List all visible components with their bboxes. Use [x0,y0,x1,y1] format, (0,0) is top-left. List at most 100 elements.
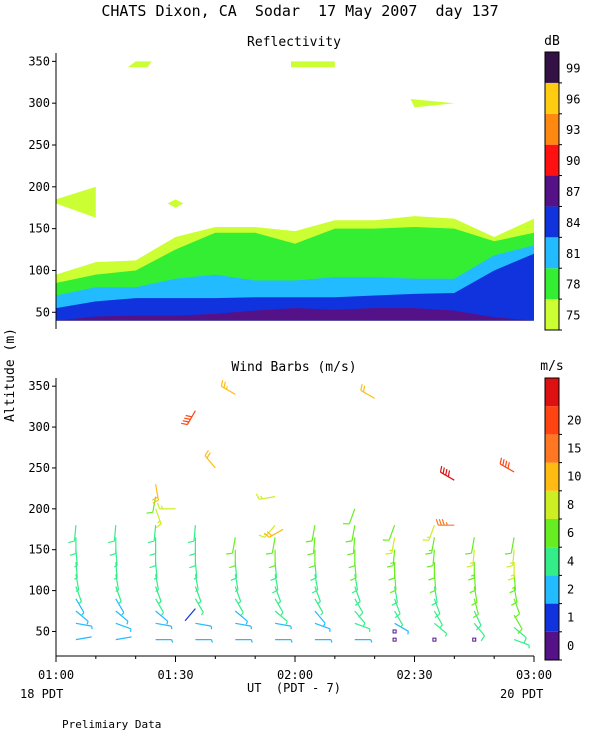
wind-barb [155,574,159,593]
barb-feather [426,565,434,568]
barb-shaft [195,622,212,627]
wind-barb [194,586,202,604]
barb-half-feather [510,574,515,577]
barb-shaft [75,636,92,641]
x-tick-label: 02:00 [277,668,313,682]
y-tick-label: 250 [28,138,50,152]
wind-barb [149,537,157,556]
wind-barb [314,610,326,627]
barb-half-feather [400,624,404,628]
barb-shaft [113,525,117,542]
barb-feather [499,457,503,465]
wind-barb [234,574,239,593]
colorbar-label: 1 [567,611,574,625]
wind-barb [235,622,253,630]
barb-shaft [351,525,356,542]
wind-barb [354,598,364,618]
barb-shaft [115,561,118,578]
wind-barb [394,610,404,628]
y-tick-label: 150 [28,222,50,236]
wind-barb [314,598,324,616]
barb-feather [469,589,476,594]
wind-barb [428,562,435,581]
colorbar-segment [545,490,559,519]
barb-half-feather [153,577,158,580]
x-tick-label: 01:30 [157,668,193,682]
wind-barb [394,622,409,635]
colorbar-label: 81 [566,247,580,261]
wind-barb [195,622,213,630]
barb-half-feather [509,562,514,564]
colorbar-segment [545,406,559,435]
wind-barb [264,528,284,538]
barb-half-feather [195,589,199,593]
y-tick-label: 300 [28,420,50,434]
wind-barb [354,610,366,627]
colorbar-label: 90 [566,154,580,168]
wind-barb [506,549,515,568]
barb-half-feather [317,601,321,604]
barb-feather [187,540,195,544]
barb-shaft [274,586,282,602]
y-tick-label: 100 [28,584,50,598]
wind-barb [115,610,129,625]
barb-half-feather [362,622,366,627]
barb-shaft [115,574,120,591]
wind-barb [155,586,162,604]
colorbar-segment [545,175,559,207]
barb-feather [425,552,432,555]
barb-half-feather [512,586,516,589]
barb-shaft [75,610,89,622]
barb-feather [184,417,191,420]
wind-colorbar-unit: m/s [540,359,563,374]
wind-barb [147,525,157,544]
wind-barb [265,537,276,555]
y-tick-label: 150 [28,543,50,557]
barb-feather [68,540,75,544]
barb-feather [431,601,438,606]
barb-feather [155,523,162,529]
wind-colorbar: 0 1 2 4 6 8 10 15 20 [544,377,581,661]
barb-feather [156,502,161,509]
barb-half-feather [75,589,79,593]
barb-shaft [75,561,78,578]
barb-feather [480,635,486,642]
barb-shaft [388,524,396,541]
wind-barb [513,626,527,644]
wind-barb [471,586,478,606]
calm-marker [392,637,397,642]
barb-shaft [314,574,319,591]
reflectivity-patch [322,230,415,237]
barb-shaft [75,586,82,602]
wind-barb [434,622,448,637]
wind-barb [314,622,331,632]
barb-feather [504,552,512,555]
barb-shaft [235,622,252,627]
colorbar-label: 6 [567,526,574,540]
barb-half-feather [428,549,433,552]
wind-barb [382,524,396,541]
barb-half-feather [407,631,409,635]
wind-barb [113,561,118,580]
barb-shaft [394,586,398,603]
wind-y-axis: 50 100 150 200 250 300 350 [28,378,57,656]
wind-barb [229,549,236,569]
wind-barb [433,610,443,628]
calm-marker [392,629,397,634]
barb-half-feather [161,612,165,616]
barb-half-feather [113,577,118,580]
colorbar-segment [545,82,559,114]
barb-shaft [155,598,165,613]
wind-barb [155,622,173,630]
barb-half-feather [320,612,324,616]
wind-barb [181,410,196,426]
barb-feather [152,496,159,501]
barb-half-feather [118,601,122,604]
wind-barb [431,586,438,606]
reflectivity-patch [127,61,152,68]
reflectivity-plot-area [56,61,534,321]
barb-shaft [394,610,404,626]
y-tick-label: 300 [28,96,50,110]
